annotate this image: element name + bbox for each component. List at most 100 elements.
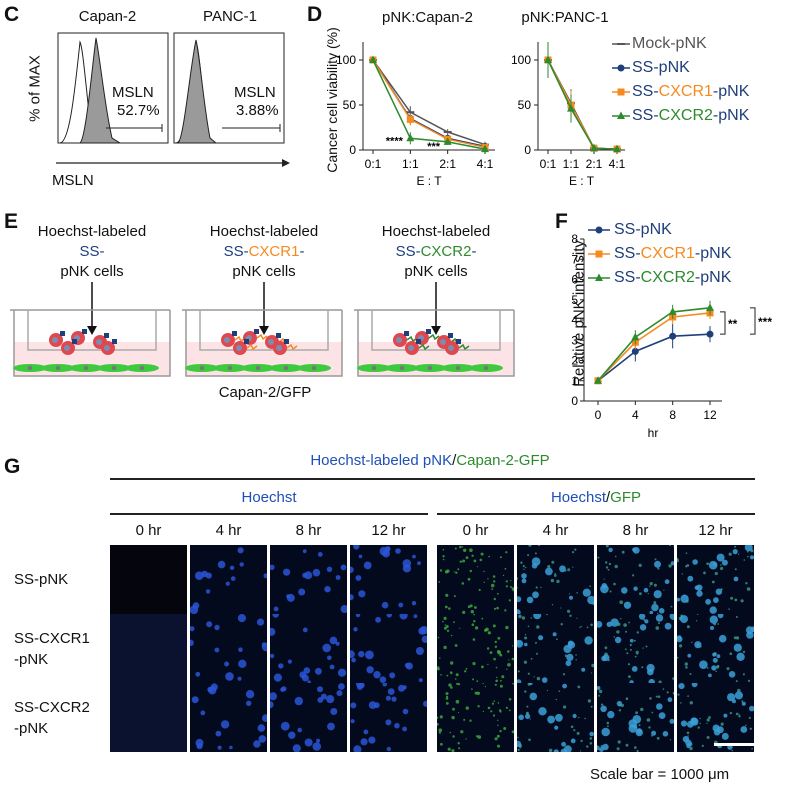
transwell-label-line2: SS-CXCR2-: [352, 242, 520, 262]
data-point: [668, 307, 677, 315]
y-tick-label: 5: [571, 293, 578, 307]
nk-nucleus: [268, 339, 274, 345]
data-point: [594, 376, 602, 384]
time-header: 4 hr: [542, 522, 569, 539]
significance-outer: ***: [758, 315, 772, 329]
series-line: [372, 59, 486, 146]
merged-image-tile: [517, 545, 594, 614]
bracket-inner: [720, 311, 726, 335]
transwell-label-prefix: SS-: [395, 243, 421, 260]
cancer-nucleus: [427, 365, 433, 371]
transwell-diagram: [354, 282, 515, 377]
nk-nucleus: [224, 337, 230, 343]
car-receptor: [104, 333, 109, 338]
flow-title-capan2: Capan-2: [78, 8, 137, 25]
viability-legend-list: Mock-pNKMock-pNKSS-pNKSS-pNKSS-CXCR1-pNK…: [612, 32, 782, 128]
car-receptor: [232, 331, 237, 336]
chemokine-receptor: [234, 335, 246, 343]
legend-marker: [617, 64, 625, 72]
transwell-label-line1: Hoechst-labeled: [37, 223, 147, 240]
series-line: [547, 59, 618, 150]
transwell-label-line2: SS-CXCR1-: [180, 242, 348, 262]
legend-marker: [595, 226, 603, 234]
merged-image-tile: [677, 614, 754, 683]
arrow-head: [431, 326, 441, 335]
legend-label-colored: SS-CXCR1-pNK: [614, 245, 732, 262]
legend-label-colored: SS-CXCR2-pNK: [614, 269, 732, 286]
x-axis-label: hr: [648, 426, 659, 440]
merged-image-tile: [517, 614, 594, 683]
series-line: [547, 59, 618, 150]
legend-swatch: [612, 64, 630, 72]
merged-image-tile: [437, 683, 514, 752]
transwell-label-prefix: SS-: [223, 243, 249, 260]
time-header: 12 hr: [698, 522, 733, 539]
data-point: [406, 133, 415, 142]
transwell-label-line3: pNK cells: [60, 263, 124, 280]
bracket-outer: [750, 307, 756, 335]
arrow-head: [259, 326, 269, 335]
merged-image-tile: [437, 545, 514, 614]
legend-marker: [595, 250, 603, 258]
flow-ylabel: % of MAX: [26, 55, 44, 122]
microscopy-title-rule: [110, 478, 755, 480]
nk-nucleus: [64, 345, 70, 351]
data-point: [369, 55, 377, 63]
cancer-nucleus: [483, 365, 489, 371]
x-tick-label: 8: [669, 408, 676, 422]
legend-marker: [617, 111, 625, 119]
legend-swatch: [612, 111, 630, 119]
transwell-label-line1: Hoechst-labeled: [209, 223, 319, 240]
cancer-nucleus: [455, 365, 461, 371]
y-tick-label: 3: [571, 333, 578, 347]
significance-inner: **: [728, 317, 738, 331]
intensity-legend: SS-pNKSS-pNKSS-CXCR1-pNKSS-CXCR1-pNKSS-C…: [588, 218, 731, 290]
merged-header-rule: [437, 513, 755, 515]
microscopy-title-sep: /: [452, 452, 457, 469]
microscopy-title: Hoechst-labeled pNK/Capan-2-GFP: [110, 452, 750, 469]
cancer-nucleus: [199, 365, 205, 371]
hoechst-image-tile: [350, 614, 427, 683]
chemokine-receptor: [458, 343, 470, 351]
y-tick-label: 6: [571, 273, 578, 287]
flow-xlabel: MSLN: [52, 172, 94, 189]
hoechst-image-tile: [190, 614, 267, 683]
legend-swatch: [612, 88, 630, 96]
hoechst-header: Hoechst: [241, 489, 297, 506]
car-receptor: [456, 339, 461, 344]
merged-image-tile: [677, 545, 754, 614]
hoechst-image-tile: [110, 545, 187, 614]
legend-swatch: [588, 226, 610, 234]
cancer-nucleus: [371, 365, 377, 371]
nk-nucleus: [448, 345, 454, 351]
y-tick-label: 7: [571, 252, 578, 266]
series-line: [597, 312, 711, 382]
panel-label-d: D: [307, 3, 323, 26]
time-header: 12 hr: [371, 522, 406, 539]
data-point: [481, 144, 489, 153]
nk-nucleus: [236, 345, 242, 351]
x-axis-label: E : T: [569, 174, 595, 188]
hoechst-image-tile: [110, 614, 187, 683]
y-tick-label: 4: [571, 313, 578, 327]
time-header: 8 hr: [622, 522, 649, 539]
nk-nucleus: [396, 337, 402, 343]
chemokine-receptor: [286, 343, 298, 351]
insert: [371, 310, 501, 351]
insert: [199, 310, 329, 351]
merged-image-tile: [677, 683, 754, 752]
nk-nucleus: [104, 345, 110, 351]
data-point: [631, 347, 639, 355]
x-tick-label: 0: [595, 408, 602, 422]
time-header: 8 hr: [295, 522, 322, 539]
data-point: [669, 332, 677, 340]
chemokine-receptor: [246, 343, 258, 351]
y-tick-label: 100: [336, 53, 356, 67]
y-tick-label: 0: [349, 143, 356, 157]
legend-label-colored: SS-pNK: [614, 221, 672, 238]
merged-image-tile: [437, 614, 514, 683]
